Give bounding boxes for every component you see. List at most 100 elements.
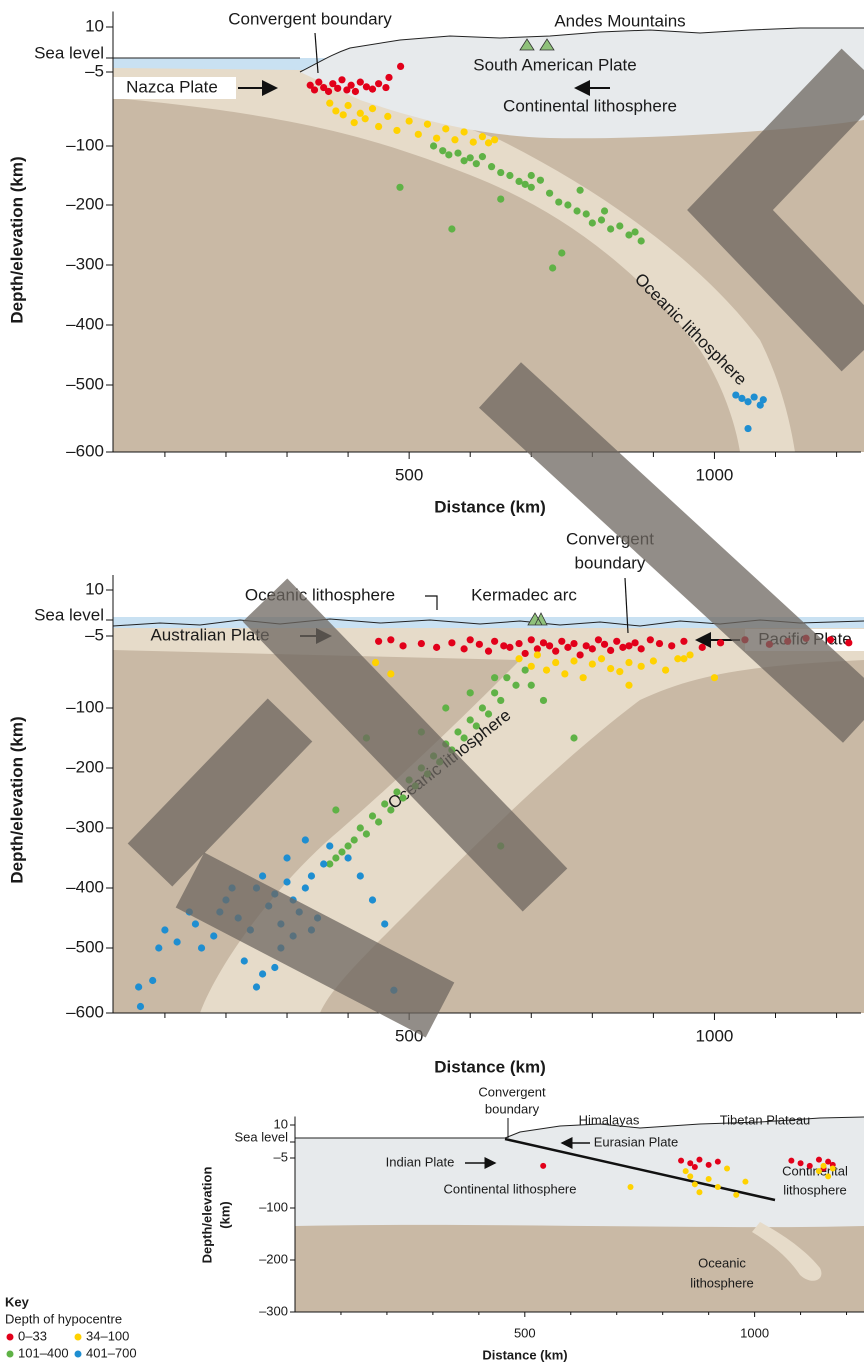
hypocentre	[607, 647, 614, 654]
hypocentre	[344, 842, 351, 849]
hypocentre	[241, 957, 248, 964]
hypocentre	[393, 127, 400, 134]
hypocentre	[570, 734, 577, 741]
x-tick-label: 500	[514, 1325, 536, 1340]
annotation: Convergent	[478, 1084, 546, 1099]
hypocentre	[461, 645, 468, 652]
hypocentre	[174, 938, 181, 945]
hypocentre	[415, 131, 422, 138]
hypocentre	[711, 674, 718, 681]
hypocentre	[399, 794, 406, 801]
hypocentre	[332, 854, 339, 861]
y-axis-title: Depth/elevation	[199, 1167, 214, 1264]
hypocentre	[706, 1162, 712, 1168]
hypocentre	[515, 640, 522, 647]
hypocentre	[461, 128, 468, 135]
y-tick-label: –600	[66, 1002, 104, 1021]
hypocentre	[589, 660, 596, 667]
hypocentre	[369, 86, 376, 93]
hypocentre	[470, 139, 477, 146]
hypocentre	[476, 641, 483, 648]
hypocentre	[607, 225, 614, 232]
annotation: Continental lithosphere	[444, 1181, 577, 1196]
hypocentre	[491, 638, 498, 645]
hypocentre	[387, 670, 394, 677]
hypocentre	[528, 636, 535, 643]
hypocentre	[717, 639, 724, 646]
hypocentre	[454, 149, 461, 156]
y-tick-label: –200	[66, 757, 104, 776]
hypocentre	[192, 920, 199, 927]
annotation: Nazca Plate	[126, 77, 218, 96]
annotation: Indian Plate	[386, 1154, 455, 1169]
hypocentre	[338, 848, 345, 855]
hypocentre	[137, 1003, 144, 1010]
hypocentre	[692, 1164, 698, 1170]
hypocentre	[385, 74, 392, 81]
annotation: Kermadec arc	[471, 585, 577, 604]
hypocentre	[424, 121, 431, 128]
hypocentre	[686, 651, 693, 658]
key: Key Depth of hypocentre	[5, 1294, 122, 1326]
annotation: boundary	[485, 1101, 540, 1116]
y-tick-label: –400	[66, 877, 104, 896]
hypocentre	[744, 425, 751, 432]
annotation: lithosphere	[690, 1275, 754, 1290]
hypocentre	[558, 249, 565, 256]
x-axis-title: Distance (km)	[434, 1057, 545, 1076]
y-tick-label: –300	[259, 1303, 288, 1318]
legend-marker	[75, 1334, 82, 1341]
hypocentre	[334, 85, 341, 92]
hypocentre	[325, 88, 332, 95]
hypocentre	[461, 734, 468, 741]
hypocentre	[271, 964, 278, 971]
hypocentre	[573, 207, 580, 214]
key-subtitle: Depth of hypocentre	[5, 1311, 122, 1326]
hypocentre	[351, 119, 358, 126]
hypocentre	[683, 1168, 689, 1174]
hypocentre	[821, 1163, 827, 1169]
hypocentre	[552, 648, 559, 655]
y-tick-label: –200	[259, 1251, 288, 1266]
hypocentre	[467, 689, 474, 696]
legend-label: 34–100	[86, 1328, 129, 1343]
hypocentre	[564, 201, 571, 208]
hypocentre	[491, 689, 498, 696]
hypocentre	[540, 639, 547, 646]
hypocentre	[479, 133, 486, 140]
y-axis-title: Depth/elevation (km)	[7, 156, 26, 323]
hypocentre	[706, 1176, 712, 1182]
hypocentre	[384, 113, 391, 120]
hypocentre	[473, 160, 480, 167]
hypocentre	[798, 1160, 804, 1166]
annotation: Andes Mountains	[554, 11, 685, 30]
hypocentre	[845, 639, 852, 646]
hypocentre	[724, 1166, 730, 1172]
hypocentre	[461, 157, 468, 164]
y-tick-label: Sea level	[34, 605, 104, 624]
hypocentre	[448, 225, 455, 232]
annotation: boundary	[575, 553, 646, 572]
y-tick-label: –100	[259, 1199, 288, 1214]
y-tick-label: –5	[85, 61, 104, 80]
annotation: Eurasian Plate	[594, 1134, 679, 1149]
hypocentre	[595, 636, 602, 643]
hypocentre	[738, 395, 745, 402]
y-tick-label: –600	[66, 441, 104, 460]
hypocentre	[473, 722, 480, 729]
hypocentre	[357, 824, 364, 831]
hypocentre	[506, 644, 513, 651]
hypocentre	[302, 836, 309, 843]
hypocentre	[344, 102, 351, 109]
hypocentre	[687, 1173, 693, 1179]
hypocentre	[357, 110, 364, 117]
hypocentre	[506, 172, 513, 179]
hypocentre	[816, 1168, 822, 1174]
hypocentre	[543, 667, 550, 674]
hypocentre	[387, 806, 394, 813]
hypocentre	[451, 136, 458, 143]
hypocentre	[454, 728, 461, 735]
y-tick-label: Sea level	[34, 43, 104, 62]
hypocentre	[369, 812, 376, 819]
hypocentre	[528, 682, 535, 689]
